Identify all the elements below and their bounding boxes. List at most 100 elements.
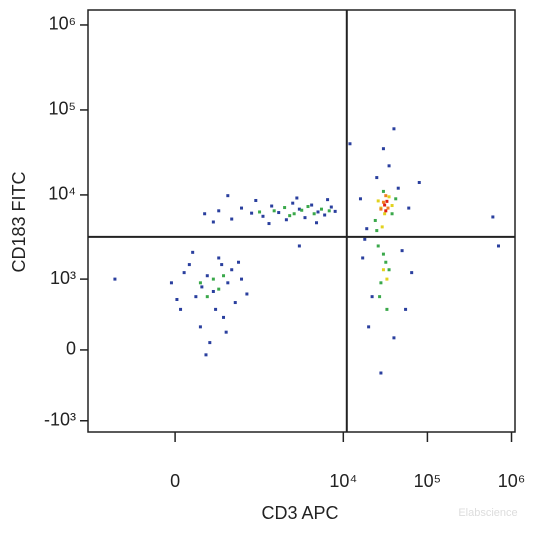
y-tick-label: 10³ xyxy=(50,268,76,288)
event-dot xyxy=(404,307,408,311)
event-dot xyxy=(245,292,249,296)
event-dot xyxy=(392,127,396,131)
event-dot xyxy=(319,207,323,211)
event-dot xyxy=(217,209,221,213)
event-dot xyxy=(175,297,179,301)
event-dot xyxy=(417,181,421,185)
event-dot xyxy=(407,206,411,210)
event-dot xyxy=(261,214,265,218)
event-dot xyxy=(306,205,310,209)
event-dot xyxy=(375,176,379,180)
event-dot xyxy=(375,229,379,233)
y-tick-label: 10⁶ xyxy=(49,14,76,34)
event-dot xyxy=(211,277,215,281)
event-dot xyxy=(233,301,237,305)
event-dot xyxy=(113,277,117,281)
x-tick-label: 10⁶ xyxy=(498,471,525,491)
event-dot xyxy=(211,289,215,293)
event-dot xyxy=(386,206,390,210)
event-dot xyxy=(384,194,388,198)
event-dot xyxy=(222,315,226,319)
event-dot xyxy=(198,281,202,285)
event-dot xyxy=(182,271,186,275)
event-dot xyxy=(491,215,495,219)
y-tick-label: 10⁴ xyxy=(48,184,76,204)
y-axis-title: CD183 FITC xyxy=(9,171,29,272)
event-dot xyxy=(295,196,299,200)
event-dot xyxy=(385,277,389,281)
event-dot xyxy=(297,207,301,211)
event-dot xyxy=(385,199,389,203)
event-dot xyxy=(376,199,380,203)
event-dot xyxy=(365,227,369,231)
event-dot xyxy=(396,186,400,190)
x-tick-label: 0 xyxy=(170,471,180,491)
event-dot xyxy=(312,212,316,216)
event-dot xyxy=(327,209,331,213)
event-dot xyxy=(323,213,327,217)
event-dot xyxy=(348,142,352,146)
event-dot xyxy=(226,194,230,198)
event-dot xyxy=(383,203,387,207)
event-dot xyxy=(384,209,388,213)
event-dot xyxy=(187,263,191,267)
event-dot xyxy=(387,164,391,168)
event-dot xyxy=(329,205,333,209)
event-dot xyxy=(270,204,274,208)
event-dot xyxy=(230,217,234,221)
event-dot xyxy=(288,214,292,218)
event-dot xyxy=(283,206,287,210)
event-dot xyxy=(277,211,281,215)
event-dot xyxy=(316,210,320,214)
event-dot xyxy=(385,307,389,311)
event-dot xyxy=(381,147,385,151)
event-dot xyxy=(272,209,276,213)
event-dot xyxy=(300,208,304,212)
event-dot xyxy=(211,220,215,224)
event-dot xyxy=(217,256,221,260)
event-dot xyxy=(169,281,173,285)
event-dot xyxy=(267,222,271,226)
event-dot xyxy=(224,330,228,334)
plot-frame xyxy=(87,9,516,433)
event-dot xyxy=(381,252,385,256)
event-dot xyxy=(381,189,385,193)
event-dot xyxy=(204,353,208,357)
event-dot xyxy=(373,218,377,222)
event-dot xyxy=(179,307,183,311)
event-dot xyxy=(361,256,365,260)
event-dot xyxy=(220,263,224,267)
y-tick-label: -10³ xyxy=(44,410,76,430)
event-dot xyxy=(376,244,380,248)
event-dot xyxy=(378,295,382,299)
event-dot xyxy=(370,295,374,299)
x-tick-label: 10⁴ xyxy=(329,471,357,491)
event-dot xyxy=(387,195,391,199)
event-dot xyxy=(250,211,254,215)
event-dot xyxy=(297,244,301,248)
x-tick-label: 10⁵ xyxy=(414,471,441,491)
event-dot xyxy=(496,244,500,248)
event-dot xyxy=(326,198,330,202)
event-dot xyxy=(410,271,414,275)
event-dot xyxy=(387,268,391,272)
event-dot xyxy=(367,325,371,329)
event-dot xyxy=(379,281,383,285)
event-dot xyxy=(394,197,398,201)
event-dot xyxy=(240,277,244,281)
event-dot xyxy=(390,212,394,216)
y-tick-label: 10⁵ xyxy=(49,99,76,119)
event-dot xyxy=(222,274,226,278)
event-dot xyxy=(240,206,244,210)
event-dot xyxy=(208,341,212,345)
event-dot xyxy=(291,201,295,205)
watermark: Elabscience xyxy=(458,507,517,519)
event-dot xyxy=(363,237,367,241)
event-dot xyxy=(226,281,230,285)
event-dot xyxy=(380,225,384,229)
event-dot xyxy=(381,200,385,204)
event-dot xyxy=(237,260,241,264)
event-dot xyxy=(198,325,202,329)
event-dot xyxy=(303,216,307,220)
event-dot xyxy=(205,274,209,278)
